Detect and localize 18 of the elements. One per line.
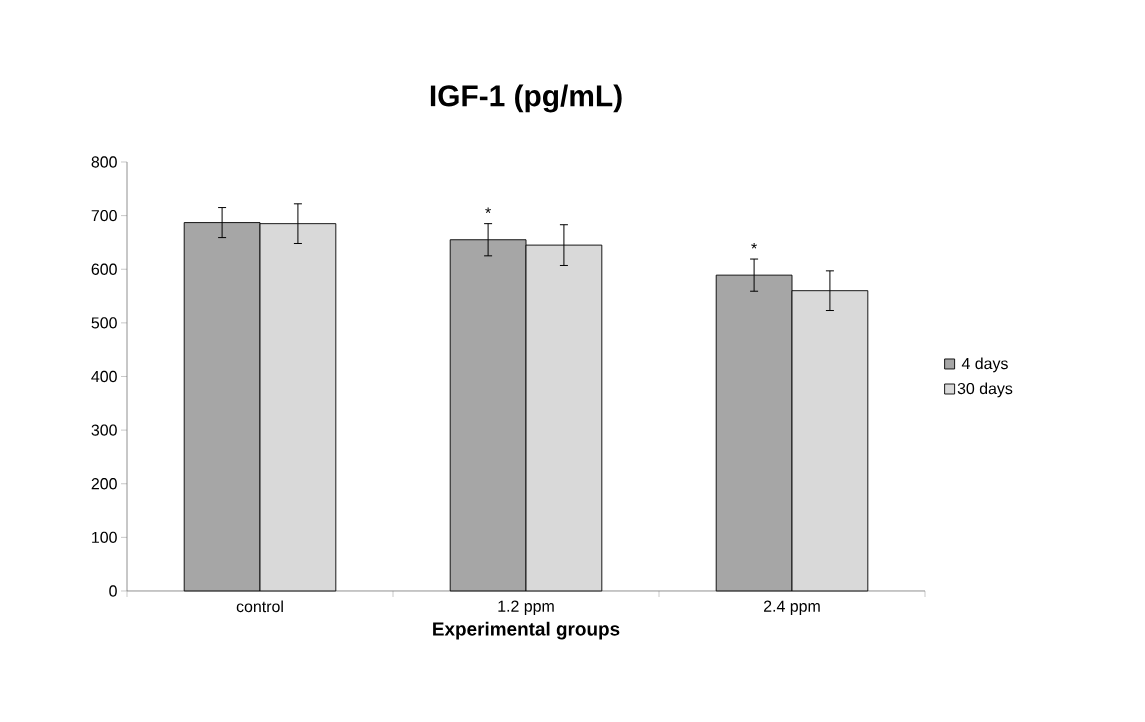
- y-tick-label: 100: [92, 531, 117, 543]
- x-tick-label: 2.4 ppm: [764, 600, 820, 615]
- y-tick-label: 0: [109, 585, 117, 597]
- y-tick-label: 300: [91, 424, 117, 436]
- legend-label: 4 days: [961, 357, 1008, 373]
- x-axis-title: Experimental groups: [433, 621, 620, 640]
- y-tick-label: 600: [91, 263, 117, 275]
- y-tick-label: 200: [91, 478, 117, 490]
- y-tick-label: 400: [91, 370, 117, 383]
- x-tick-label: 1.2 ppm: [498, 600, 554, 615]
- chart-title: IGF-1 (pg/mL): [430, 84, 622, 113]
- annotation: *: [751, 242, 757, 249]
- annotation: *: [485, 207, 491, 214]
- y-tick-label: 700: [91, 209, 117, 222]
- y-tick-label: 800: [91, 156, 117, 168]
- x-tick-label: control: [236, 600, 283, 613]
- legend-label: 30 days: [957, 382, 1013, 398]
- y-tick-label: 500: [91, 317, 117, 329]
